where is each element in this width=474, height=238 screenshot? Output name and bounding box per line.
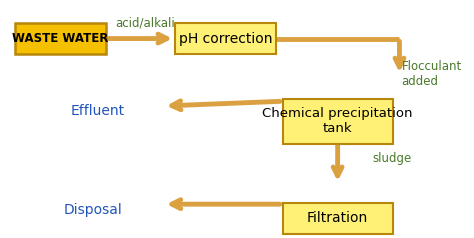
- Text: WASTE WATER: WASTE WATER: [12, 32, 109, 45]
- FancyBboxPatch shape: [283, 203, 392, 234]
- Text: Chemical precipitation
tank: Chemical precipitation tank: [263, 107, 413, 135]
- FancyBboxPatch shape: [283, 99, 392, 144]
- Text: Flocculant
added: Flocculant added: [402, 60, 462, 88]
- FancyBboxPatch shape: [175, 23, 276, 54]
- Text: sludge: sludge: [372, 152, 411, 164]
- Text: Effluent: Effluent: [70, 104, 124, 118]
- Text: Disposal: Disposal: [64, 203, 122, 217]
- Text: pH correction: pH correction: [179, 32, 272, 45]
- Text: acid/alkali: acid/alkali: [116, 17, 175, 30]
- FancyBboxPatch shape: [15, 23, 107, 54]
- Text: Filtration: Filtration: [307, 211, 368, 225]
